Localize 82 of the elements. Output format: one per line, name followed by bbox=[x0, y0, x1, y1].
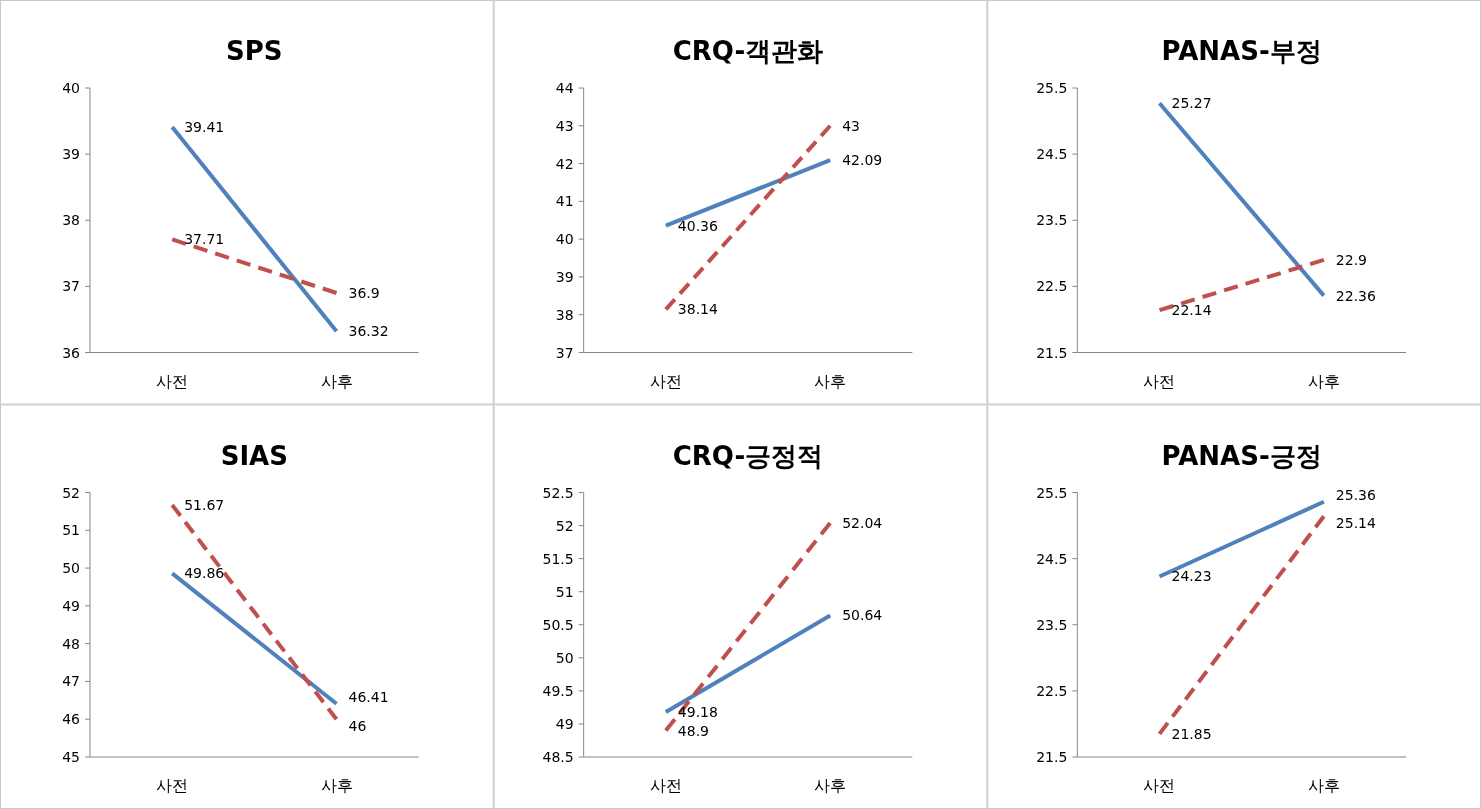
chart-title: SPS bbox=[226, 36, 283, 66]
data-label: 24.23 bbox=[1171, 568, 1212, 585]
y-tick-label: 24.5 bbox=[1036, 146, 1068, 163]
chart-title: CRQ-긍정적 bbox=[672, 440, 824, 471]
y-tick-label: 38 bbox=[62, 212, 80, 229]
y-tick-label: 51.5 bbox=[542, 550, 574, 567]
y-tick-label: 52 bbox=[555, 517, 574, 534]
y-tick-label: 22.5 bbox=[1036, 682, 1068, 699]
x-tick-label: 사후 bbox=[1307, 776, 1340, 795]
y-tick-label: 21.5 bbox=[1036, 749, 1068, 765]
x-tick-label: 사전 bbox=[156, 371, 189, 391]
y-tick-label: 39 bbox=[555, 268, 574, 285]
x-tick-label: 사후 bbox=[814, 371, 847, 391]
x-tick-label: 사전 bbox=[649, 776, 682, 795]
y-tick-label: 49.5 bbox=[542, 682, 574, 699]
data-label: 46.41 bbox=[348, 688, 389, 705]
data-label: 37.71 bbox=[184, 231, 225, 248]
y-tick-label: 49 bbox=[62, 597, 80, 614]
data-label: 25.14 bbox=[1335, 515, 1377, 532]
x-tick-label: 사후 bbox=[814, 776, 847, 795]
y-tick-label: 50 bbox=[62, 560, 80, 577]
y-tick-label: 47 bbox=[62, 673, 80, 690]
data-label: 43 bbox=[842, 117, 860, 134]
x-tick-label: 사전 bbox=[156, 776, 189, 795]
data-label: 48.9 bbox=[677, 722, 710, 739]
data-label: 42.09 bbox=[842, 152, 883, 169]
y-tick-label: 21.5 bbox=[1036, 344, 1068, 361]
y-tick-label: 37 bbox=[62, 278, 80, 295]
y-tick-label: 48 bbox=[62, 635, 80, 652]
x-tick-label: 사전 bbox=[1143, 776, 1176, 795]
data-label: 25.27 bbox=[1171, 95, 1212, 112]
data-label: 22.14 bbox=[1171, 302, 1212, 319]
y-tick-label: 22.5 bbox=[1036, 278, 1068, 295]
data-label: 46 bbox=[348, 718, 367, 735]
y-tick-label: 50.5 bbox=[542, 616, 574, 633]
data-label: 21.85 bbox=[1171, 725, 1212, 742]
y-tick-label: 52.5 bbox=[542, 484, 574, 501]
data-label: 40.36 bbox=[677, 217, 719, 234]
y-tick-label: 51 bbox=[62, 522, 80, 539]
y-tick-label: 45 bbox=[62, 749, 80, 765]
data-label: 49.18 bbox=[677, 704, 718, 721]
data-label: 52.04 bbox=[842, 514, 883, 531]
y-tick-label: 42 bbox=[555, 155, 574, 172]
chart-title: PANAS-부정 bbox=[1161, 36, 1322, 66]
data-label: 49.86 bbox=[184, 565, 225, 582]
x-tick-label: 사후 bbox=[1307, 371, 1340, 391]
y-tick-label: 38 bbox=[555, 306, 574, 323]
y-tick-label: 36 bbox=[62, 344, 81, 361]
y-tick-label: 41 bbox=[555, 193, 574, 210]
x-tick-label: 사전 bbox=[649, 371, 682, 391]
y-tick-label: 39 bbox=[62, 146, 80, 163]
y-tick-label: 49 bbox=[555, 715, 574, 732]
data-label: 51.67 bbox=[184, 496, 225, 513]
y-tick-label: 25.5 bbox=[1036, 484, 1068, 501]
y-tick-label: 44 bbox=[555, 80, 574, 96]
data-label: 25.36 bbox=[1335, 486, 1377, 503]
chart-title: CRQ-객관화 bbox=[672, 36, 824, 66]
x-tick-label: 사후 bbox=[320, 776, 353, 795]
y-tick-label: 52 bbox=[62, 484, 80, 501]
y-tick-label: 51 bbox=[555, 583, 574, 600]
data-label: 39.41 bbox=[184, 119, 225, 136]
data-label: 50.64 bbox=[842, 607, 883, 624]
y-tick-label: 48.5 bbox=[542, 749, 574, 765]
y-tick-label: 23.5 bbox=[1036, 616, 1068, 633]
y-tick-label: 46 bbox=[62, 711, 81, 728]
y-tick-label: 43 bbox=[555, 117, 574, 134]
y-tick-label: 24.5 bbox=[1036, 550, 1068, 567]
y-tick-label: 40 bbox=[555, 231, 574, 248]
y-tick-label: 25.5 bbox=[1036, 80, 1068, 96]
data-label: 36.32 bbox=[348, 323, 389, 340]
chart-title: SIAS bbox=[220, 440, 288, 471]
y-tick-label: 50 bbox=[555, 649, 574, 666]
data-label: 36.9 bbox=[348, 284, 380, 301]
x-tick-label: 사전 bbox=[1143, 371, 1176, 391]
y-tick-label: 23.5 bbox=[1036, 212, 1068, 229]
data-label: 22.9 bbox=[1335, 251, 1368, 268]
chart-title: PANAS-긍정 bbox=[1161, 440, 1322, 471]
data-label: 38.14 bbox=[677, 301, 719, 318]
x-tick-label: 사후 bbox=[320, 371, 353, 391]
y-tick-label: 40 bbox=[62, 80, 80, 96]
y-tick-label: 37 bbox=[555, 344, 574, 361]
data-label: 22.36 bbox=[1335, 287, 1377, 304]
